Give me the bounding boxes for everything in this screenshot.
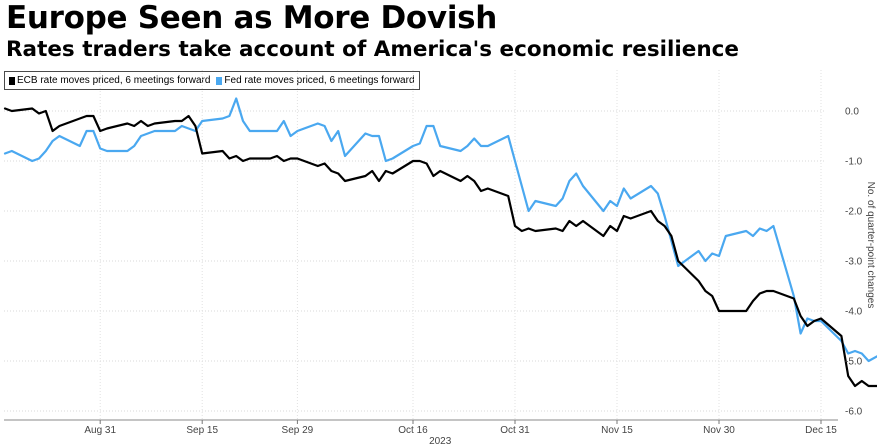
x-tick-label: Sep 15	[186, 425, 218, 436]
x-tick-label: Nov 15	[601, 425, 633, 436]
chart-legend: ECB rate moves priced, 6 meetings forwar…	[4, 71, 420, 90]
x-tick-label: Nov 30	[703, 425, 735, 436]
x-year-label: 2023	[429, 436, 452, 445]
series-lines	[3, 97, 877, 388]
legend-swatch-fed	[216, 76, 223, 85]
x-axis-ticks: Aug 31 Sep 15 Sep 29 Oct 16 Oct 31 Nov 15 Nov …	[84, 420, 837, 445]
x-tick-label: Dec 15	[805, 425, 837, 436]
legend-item-ecb: ECB rate moves priced, 6 meetings forwar…	[9, 75, 210, 86]
y-tick-label: -4.0	[845, 307, 863, 318]
series-line-ecb	[3, 107, 877, 388]
x-tick-label: Sep 29	[282, 425, 314, 436]
legend-swatch-ecb	[9, 76, 15, 85]
series-line-fed	[3, 97, 877, 363]
y-tick-label: -2.0	[845, 207, 863, 218]
y-axis-ticks: 0.0 -1.0 -2.0 -3.0 -4.0 -5.0 -6.0	[845, 107, 863, 418]
y-tick-label: -1.0	[845, 157, 863, 168]
x-tick-label: Oct 31	[500, 425, 530, 436]
legend-item-fed: Fed rate moves priced, 6 meetings forwar…	[216, 75, 415, 86]
legend-label-fed: Fed rate moves priced, 6 meetings forwar…	[224, 75, 415, 86]
y-tick-label: -3.0	[845, 257, 863, 268]
chart-subtitle: Rates traders take account of America's …	[6, 37, 739, 62]
x-tick-label: Oct 16	[398, 425, 428, 436]
gridlines	[4, 70, 838, 421]
x-tick-label: Aug 31	[84, 425, 116, 436]
legend-label-ecb: ECB rate moves priced, 6 meetings forwar…	[17, 75, 211, 86]
y-tick-label: -5.0	[845, 357, 863, 368]
y-axis-label: No. of quarter-point changes	[865, 182, 876, 309]
y-tick-label: -6.0	[845, 407, 863, 418]
chart-title: Europe Seen as More Dovish	[6, 0, 498, 36]
y-tick-label: 0.0	[845, 107, 859, 118]
